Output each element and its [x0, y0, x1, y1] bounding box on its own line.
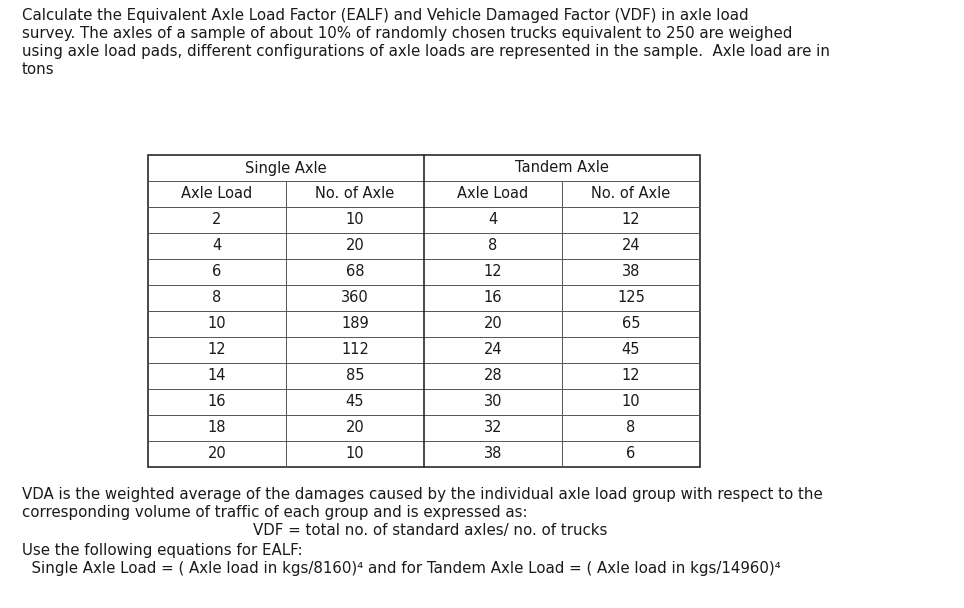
Text: 24: 24: [622, 238, 640, 254]
Text: VDF = total no. of standard axles/ no. of trucks: VDF = total no. of standard axles/ no. o…: [253, 523, 607, 538]
Text: Tandem Axle: Tandem Axle: [515, 161, 609, 176]
Text: 360: 360: [341, 291, 369, 305]
Text: 24: 24: [484, 342, 502, 358]
Text: VDA is the weighted average of the damages caused by the individual axle load gr: VDA is the weighted average of the damag…: [22, 487, 822, 502]
Text: 45: 45: [346, 395, 364, 410]
Text: 20: 20: [207, 446, 227, 461]
Text: 68: 68: [346, 264, 364, 280]
Text: 18: 18: [208, 421, 227, 435]
Text: 10: 10: [622, 395, 640, 410]
Text: 112: 112: [341, 342, 369, 358]
Text: 38: 38: [622, 264, 640, 280]
Text: 6: 6: [212, 264, 222, 280]
Text: 12: 12: [484, 264, 502, 280]
Text: 16: 16: [484, 291, 502, 305]
Text: 10: 10: [207, 317, 227, 331]
Text: 4: 4: [212, 238, 222, 254]
Text: 12: 12: [207, 342, 227, 358]
Bar: [148, 155, 700, 467]
Text: 85: 85: [346, 368, 364, 384]
Text: 189: 189: [341, 317, 369, 331]
Text: 20: 20: [346, 421, 364, 435]
Text: Use the following equations for EALF:: Use the following equations for EALF:: [22, 543, 303, 558]
Text: 6: 6: [627, 446, 635, 461]
Text: Calculate the Equivalent Axle Load Factor (EALF) and Vehicle Damaged Factor (VDF: Calculate the Equivalent Axle Load Facto…: [22, 8, 749, 23]
Text: tons: tons: [22, 62, 55, 77]
Text: 10: 10: [346, 446, 364, 461]
Text: 65: 65: [622, 317, 640, 331]
Text: 20: 20: [484, 317, 502, 331]
Text: 14: 14: [208, 368, 227, 384]
Text: 38: 38: [484, 446, 502, 461]
Text: 45: 45: [622, 342, 640, 358]
Text: 32: 32: [484, 421, 502, 435]
Text: 30: 30: [484, 395, 502, 410]
Text: Axle Load: Axle Load: [457, 187, 528, 201]
Text: 2: 2: [212, 213, 222, 227]
Text: No. of Axle: No. of Axle: [591, 187, 671, 201]
Text: corresponding volume of traffic of each group and is expressed as:: corresponding volume of traffic of each …: [22, 505, 527, 520]
Text: Single Axle Load = ( Axle load in kgs/8160)⁴ and for Tandem Axle Load = ( Axle l: Single Axle Load = ( Axle load in kgs/81…: [22, 561, 781, 576]
Text: 4: 4: [489, 213, 497, 227]
Text: 8: 8: [212, 291, 222, 305]
Text: 10: 10: [346, 213, 364, 227]
Text: using axle load pads, different configurations of axle loads are represented in : using axle load pads, different configur…: [22, 44, 830, 59]
Text: 8: 8: [489, 238, 497, 254]
Text: 20: 20: [346, 238, 364, 254]
Text: 16: 16: [208, 395, 227, 410]
Text: No. of Axle: No. of Axle: [315, 187, 394, 201]
Text: 125: 125: [617, 291, 645, 305]
Text: 12: 12: [622, 368, 640, 384]
Text: Axle Load: Axle Load: [181, 187, 253, 201]
Text: 12: 12: [622, 213, 640, 227]
Text: 8: 8: [627, 421, 635, 435]
Text: 28: 28: [484, 368, 502, 384]
Text: survey. The axles of a sample of about 10% of randomly chosen trucks equivalent : survey. The axles of a sample of about 1…: [22, 26, 792, 41]
Text: Single Axle: Single Axle: [245, 161, 327, 176]
